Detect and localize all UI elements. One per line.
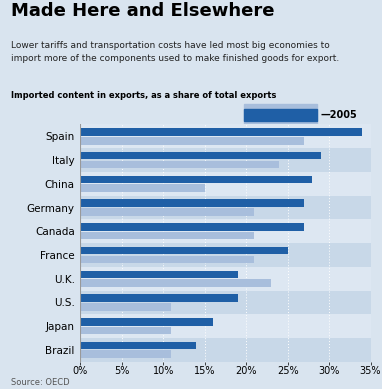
Bar: [80, 243, 371, 267]
Bar: [80, 256, 254, 263]
Text: 1995: 1995: [270, 130, 291, 139]
Bar: [80, 303, 172, 311]
Bar: [80, 327, 172, 335]
Bar: [80, 175, 312, 183]
Bar: [80, 294, 238, 302]
Bar: [80, 350, 172, 358]
Text: Lower tariffs and transportation costs have led most big economies to
import mor: Lower tariffs and transportation costs h…: [11, 41, 340, 63]
Text: —2005: —2005: [321, 110, 358, 120]
Bar: [80, 223, 304, 231]
Bar: [80, 148, 371, 172]
Bar: [244, 104, 317, 126]
Bar: [244, 109, 317, 121]
Bar: [80, 199, 304, 207]
Bar: [80, 279, 271, 287]
Bar: [80, 219, 371, 243]
Text: Made Here and Elsewhere: Made Here and Elsewhere: [11, 2, 275, 20]
Bar: [80, 128, 362, 136]
Bar: [80, 291, 371, 314]
Text: Imported content in exports, as a share of total exports: Imported content in exports, as a share …: [11, 91, 277, 100]
Bar: [80, 270, 238, 278]
Bar: [80, 124, 371, 148]
Bar: [80, 161, 279, 168]
Bar: [80, 196, 371, 219]
Bar: [80, 137, 304, 145]
Bar: [80, 172, 371, 196]
Bar: [80, 318, 213, 326]
Bar: [80, 152, 321, 159]
Bar: [80, 247, 288, 254]
Bar: [80, 338, 371, 362]
Bar: [80, 314, 371, 338]
Bar: [80, 232, 254, 240]
Bar: [80, 267, 371, 291]
Bar: [80, 184, 205, 192]
Text: Source: OECD: Source: OECD: [11, 378, 70, 387]
Bar: [80, 342, 196, 349]
Bar: [80, 208, 254, 216]
